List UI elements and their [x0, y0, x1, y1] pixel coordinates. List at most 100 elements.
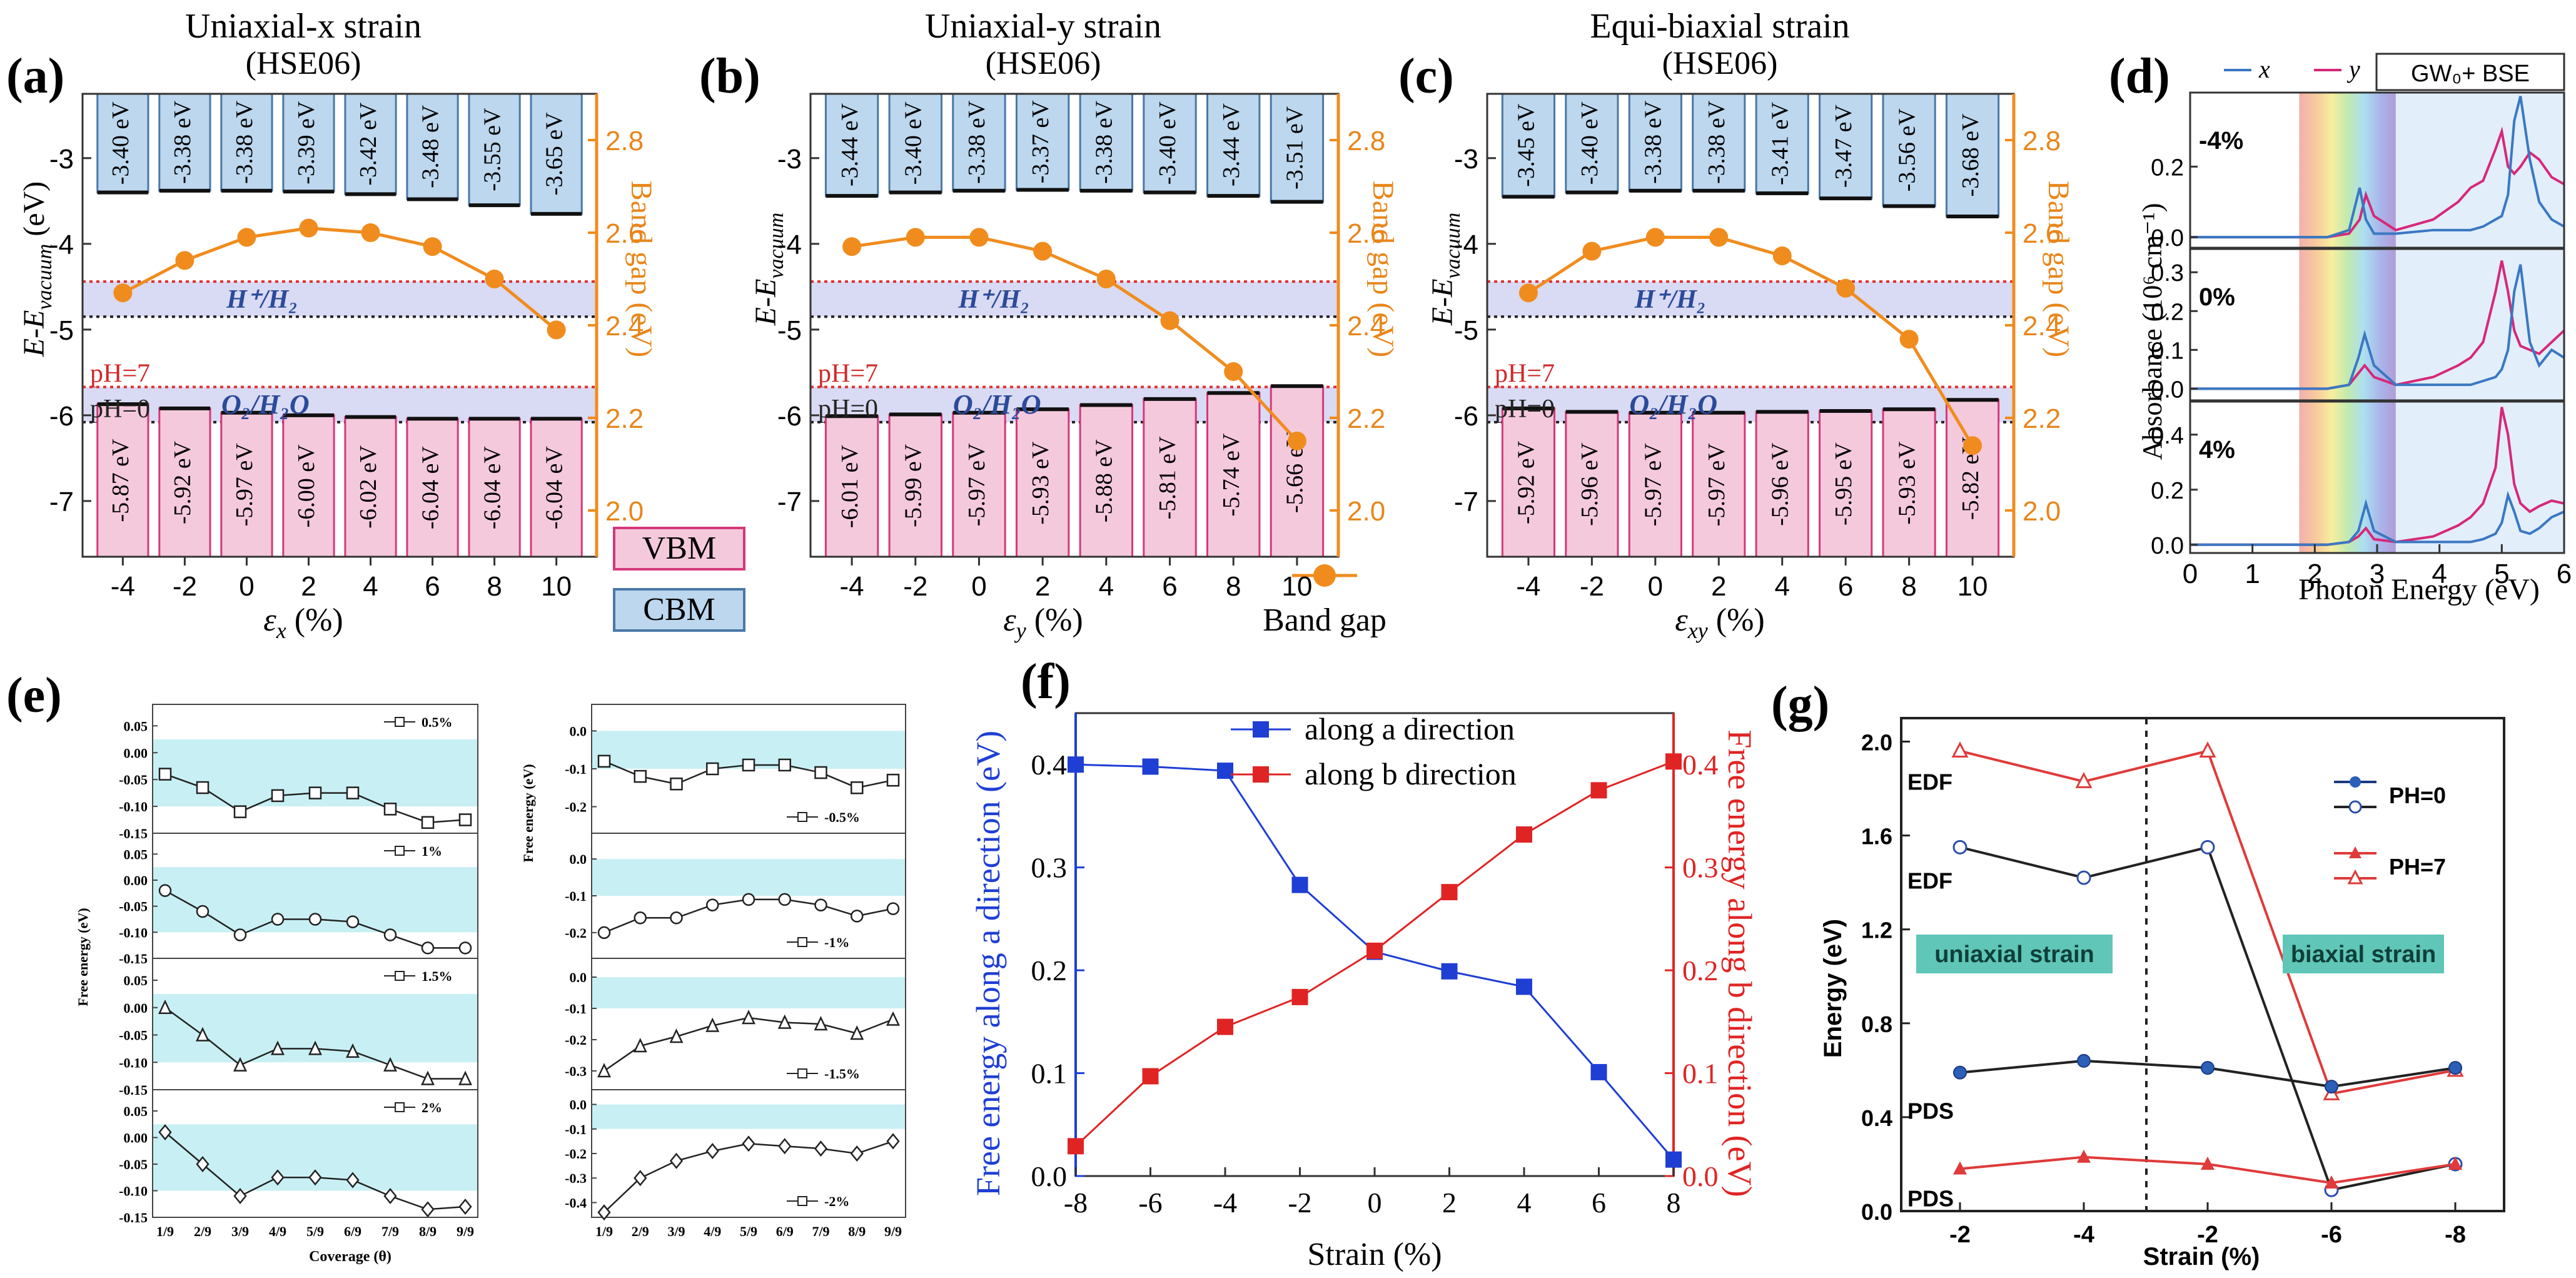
panel-d-plot: -4% 0.0 0.2 0% 0.0 0.1 0.2 0.3 4% 0.0 0.2 0.4 0 1 2 3 4 5… [2151, 53, 2572, 589]
data-point [421, 816, 435, 829]
redox-label-h: H⁺/H₂ [226, 285, 298, 314]
y-tick-label: -3 [777, 144, 802, 175]
panel-d-xlabel: Photon Energy (eV) [2298, 573, 2540, 606]
vbm-value-label: -5.87 eV [108, 439, 134, 522]
x-tick-label: 7/9 [381, 1224, 399, 1239]
y-tick-label: 1.6 [1861, 824, 1892, 849]
vbm-bar [1270, 385, 1325, 558]
vbm-value-label: -6.01 eV [837, 445, 863, 529]
data-point [2075, 772, 2093, 788]
panel-e-plot: 0.05 0.00 -0.05 -0.10 -0.15 0.5% 0.05 0.00 -0.05… [119, 704, 906, 1239]
uv-region [2395, 402, 2564, 553]
vbm-value-label: -5.96 eV [1767, 442, 1793, 526]
panel-a-plot: -3.40 eV -5.87 eV -4 -3.38 eV -5.92 eV -2 -3.3… [49, 93, 644, 602]
visible-light-band [2299, 249, 2396, 400]
x-tick-label: 6/9 [344, 1224, 361, 1239]
y2-tick-label: 2.4 [1347, 311, 1385, 342]
data-point [383, 1057, 397, 1072]
data-point [1516, 826, 1532, 843]
x-tick-label: -2 [1949, 1222, 1971, 1248]
legend-abc: VBM CBM Band gap [613, 527, 1386, 638]
panel-label-b: (b) [699, 49, 760, 104]
x-tick-label: 3/9 [231, 1224, 249, 1239]
cbm-value-label: -3.45 eV [1513, 103, 1540, 187]
panel-d-ylabel: Absorbance (10⁶ cm⁻¹) [2137, 203, 2168, 460]
legend-label: 1% [422, 843, 442, 859]
data-point [2448, 1156, 2462, 1170]
data-point [669, 1028, 684, 1043]
panel-g-ylabel: Energy (eV) [1819, 919, 1847, 1058]
data-point [2201, 1061, 2215, 1075]
ph7-label: pH=7 [818, 360, 878, 388]
band-gap-point [1963, 436, 1983, 455]
x-tick-label: 8 [1901, 571, 1916, 602]
x-tick-label: -6 [2321, 1222, 2342, 1248]
x-tick-label: 2/9 [632, 1224, 649, 1239]
y-tick-label: 0.00 [124, 1130, 148, 1146]
x-tick-label: 4 [1774, 571, 1789, 602]
vbm-bar [530, 417, 583, 558]
absorbance-x-line [2190, 96, 2565, 239]
data-point [742, 1135, 755, 1152]
cbm-value-label: -3.55 eV [479, 108, 505, 191]
panel-c-title: Equi-biaxial strain [1590, 7, 1849, 46]
panel-f-plot: 0.0 0.0 0.1 0.1 0.2 0.2 0.3 0.3 0.4 0.4 -8 -6 -4 -2 0 2… [1031, 711, 1719, 1219]
x-tick-label: -4 [111, 571, 135, 602]
edf-top-label: EDF [1907, 769, 1952, 795]
y-tick-label: -0.10 [119, 925, 148, 940]
y2-tick-label: 2.4 [2023, 311, 2061, 342]
x-tick-label: 2/9 [194, 1224, 211, 1239]
y2-tick-label: 2.8 [605, 126, 644, 156]
vbm-value-label: -5.93 eV [1028, 441, 1054, 525]
y-tick-label: -4 [777, 230, 802, 260]
x-tick-label: 9/9 [457, 1224, 474, 1239]
data-point [1217, 763, 1233, 779]
cbm-bar [1079, 93, 1134, 192]
y-tick-label: 0.0 [1031, 1160, 1068, 1192]
data-point [196, 1156, 210, 1172]
y-tick-label: -0.05 [119, 1157, 148, 1172]
data-point [233, 928, 247, 941]
vbm-value-label: -6.04 eV [417, 446, 443, 530]
data-point [383, 1188, 397, 1204]
vbm-value-label: -5.81 eV [1154, 436, 1181, 520]
legend-label: -1.5% [824, 1066, 860, 1082]
data-point [778, 758, 791, 772]
y-tick-label: 0.0 [2151, 377, 2184, 403]
data-point [421, 1070, 435, 1085]
band-gap-point [299, 218, 318, 238]
data-point [851, 781, 864, 794]
data-point [1951, 741, 1969, 758]
data-point [706, 898, 719, 911]
y2-tick-label: 2.8 [1347, 126, 1385, 156]
cbm-bar [1945, 93, 2000, 218]
x-tick-label: 1/9 [156, 1224, 174, 1239]
cbm-bar [1143, 93, 1197, 194]
cbm-bar [1628, 93, 1682, 192]
legend-bandgap-label: Band gap [1263, 602, 1386, 638]
legend-label: along b direction [1305, 756, 1517, 791]
data-point [271, 913, 285, 926]
legend-label: -0.5% [824, 809, 860, 825]
y-tick-label: -0.15 [119, 1082, 148, 1098]
vbm-value-label: -5.97 eV [1640, 443, 1667, 527]
data-point [308, 1169, 322, 1186]
cbm-value-label: -3.56 eV [1894, 108, 1920, 192]
cbm-value-label: -3.38 eV [1091, 100, 1118, 184]
data-point [814, 898, 827, 911]
x-tick-label: -4 [1213, 1187, 1237, 1219]
vbm-bar [1692, 412, 1746, 558]
x-tick-label: 0 [239, 571, 254, 602]
x-tick-label: 8 [1667, 1187, 1681, 1219]
legend-marker [1253, 766, 1269, 783]
band-gap-point [423, 237, 442, 256]
data-point [814, 766, 827, 779]
data-point [158, 768, 172, 781]
x-tick-label: 3/9 [667, 1224, 685, 1239]
panel-b-y2label: Band gap (eV) [1366, 181, 1400, 358]
y2-tick-label: 2.8 [2023, 126, 2061, 156]
x-tick-label: -2 [2197, 1222, 2218, 1248]
vbm-value-label: -5.95 eV [1831, 442, 1857, 525]
legend-marker [2348, 800, 2362, 814]
y-tick-label: -0.05 [119, 772, 148, 788]
